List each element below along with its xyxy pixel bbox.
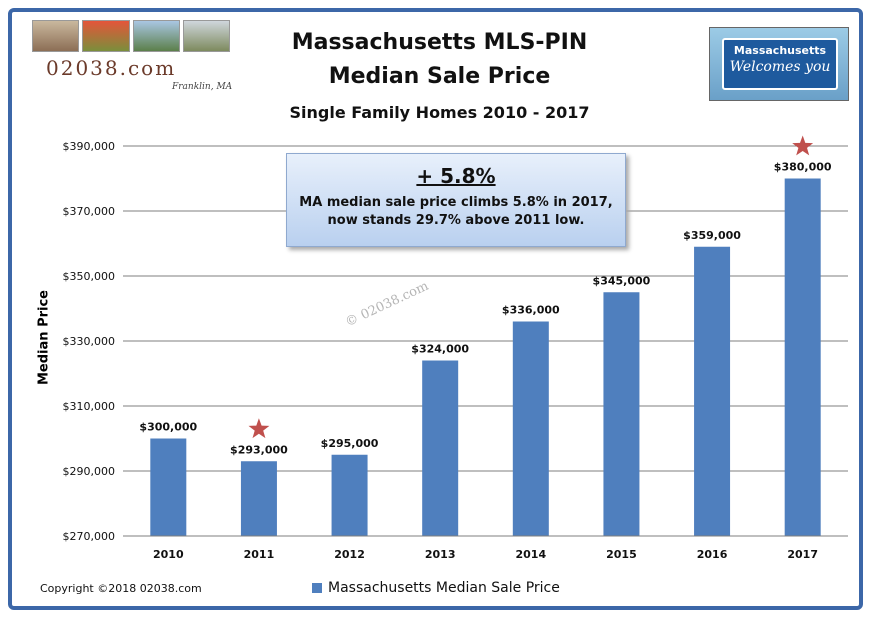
copyright-text: Copyright ©2018 02038.com xyxy=(40,582,202,595)
bar xyxy=(422,360,459,536)
x-tick-label: 2016 xyxy=(697,548,728,561)
bar xyxy=(512,321,549,536)
logo-photo-strip xyxy=(32,20,230,52)
welcome-sign-board: Massachusetts Welcomes you xyxy=(722,38,838,90)
bar xyxy=(240,461,277,536)
data-label: $336,000 xyxy=(502,304,560,317)
callout-line1: MA median sale price climbs 5.8% in 2017… xyxy=(299,195,613,210)
chart-title-line2: Median Sale Price xyxy=(328,64,551,89)
bar xyxy=(694,246,731,536)
bar xyxy=(603,292,640,536)
legend-swatch xyxy=(312,583,322,593)
data-label: $345,000 xyxy=(593,274,651,287)
callout-headline: + 5.8% xyxy=(416,164,496,188)
y-tick-label: $310,000 xyxy=(63,400,116,413)
x-tick-label: 2010 xyxy=(153,548,184,561)
chart-legend: Massachusetts Median Sale Price xyxy=(312,580,560,596)
callout-box: + 5.8% MA median sale price climbs 5.8% … xyxy=(286,153,626,247)
x-tick-label: 2013 xyxy=(425,548,456,561)
site-logo-town: Franklin, MA xyxy=(172,82,233,92)
x-tick-label: 2017 xyxy=(787,548,818,561)
data-label: $359,000 xyxy=(683,229,741,242)
data-label: $380,000 xyxy=(774,161,832,174)
star-icon xyxy=(248,418,270,439)
data-label: $324,000 xyxy=(411,343,469,356)
y-tick-label: $370,000 xyxy=(63,205,116,218)
bar xyxy=(331,454,368,536)
y-tick-label: $290,000 xyxy=(63,465,116,478)
callout-line2: now stands 29.7% above 2011 low. xyxy=(327,213,585,228)
data-label: $293,000 xyxy=(230,443,288,456)
legend-label: Massachusetts Median Sale Price xyxy=(328,580,560,596)
x-tick-label: 2014 xyxy=(516,548,547,561)
chart-title-line1: Massachusetts MLS-PIN xyxy=(291,30,588,55)
y-tick-label: $270,000 xyxy=(63,530,116,543)
site-logo-text: 02038.com xyxy=(46,56,177,80)
bar xyxy=(150,438,187,536)
star-icon xyxy=(792,135,814,156)
bar xyxy=(784,178,821,536)
x-tick-label: 2011 xyxy=(244,548,275,561)
y-tick-label: $350,000 xyxy=(63,270,116,283)
data-label: $300,000 xyxy=(139,421,197,434)
welcome-sign-image: Massachusetts Welcomes you xyxy=(709,27,849,101)
y-tick-label: $330,000 xyxy=(63,335,116,348)
data-label: $295,000 xyxy=(321,437,379,450)
welcome-sign-line2: Welcomes you xyxy=(729,59,831,75)
y-tick-label: $390,000 xyxy=(63,140,116,153)
x-tick-label: 2015 xyxy=(606,548,637,561)
chart-subtitle: Single Family Homes 2010 - 2017 xyxy=(289,103,590,122)
welcome-sign-line1: Massachusetts xyxy=(733,44,827,57)
x-tick-label: 2012 xyxy=(334,548,365,561)
